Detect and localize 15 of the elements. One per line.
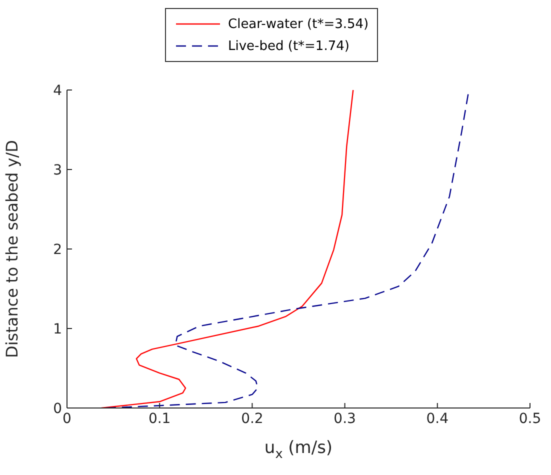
y-tick-label: 3 (53, 162, 62, 178)
x-tick-label: 0.2 (241, 410, 264, 427)
line-series (100, 90, 354, 408)
legend-label: Clear-water (t*=3.54) (228, 16, 369, 32)
x-tick-label: 0.5 (518, 410, 542, 427)
y-axis-title: Distance to the seabed y/D (2, 140, 22, 358)
y-tick-label: 0 (53, 400, 62, 417)
x-tick-label: 0.4 (426, 410, 449, 427)
x-axis-title: u$_{x}$ (m/s) (264, 438, 333, 462)
legend-label: Live-bed (t*=1.74) (228, 38, 350, 54)
x-tick-label: 0.3 (334, 410, 356, 427)
y-tick-label: 2 (53, 242, 62, 258)
y-tick-label: 1 (53, 321, 62, 338)
y-tick-label: 4 (53, 82, 62, 99)
x-tick-label: 0.1 (148, 410, 171, 427)
